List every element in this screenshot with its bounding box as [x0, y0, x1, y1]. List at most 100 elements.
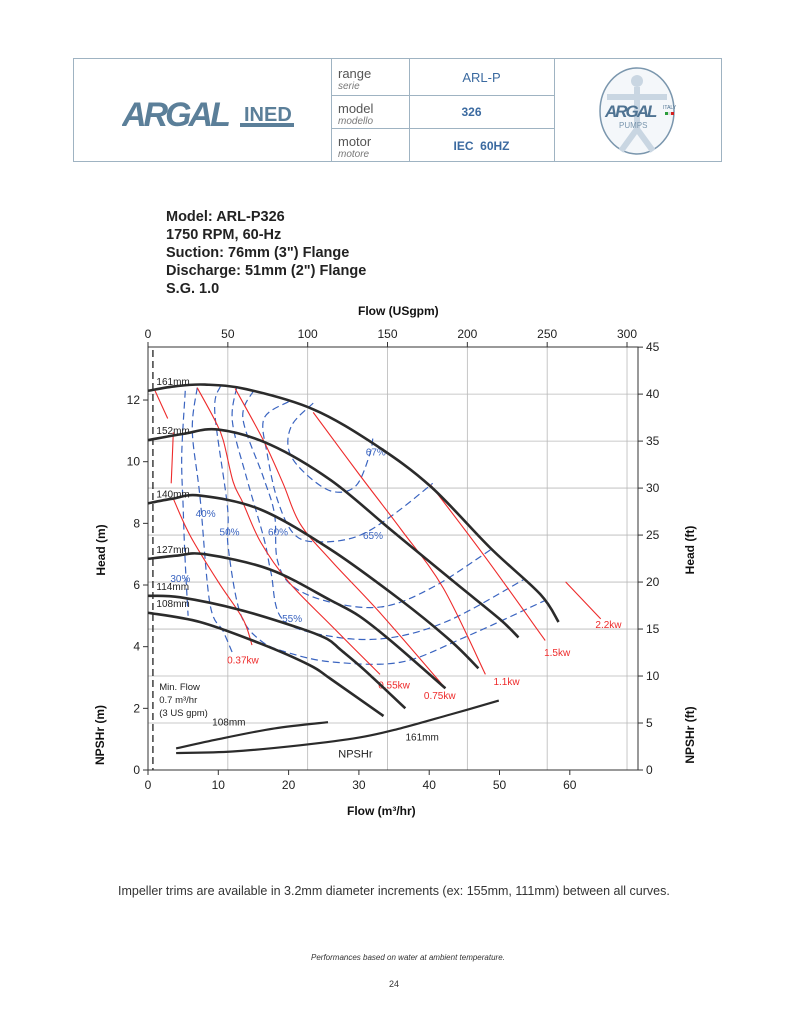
y-tick-label: 8: [133, 516, 140, 530]
y2-tick-label: 0: [646, 763, 653, 777]
efficiency-label: 67%: [366, 448, 386, 459]
x2-tick-label: 100: [298, 327, 318, 341]
x-tick-label: 20: [282, 778, 296, 792]
power-label: 1.5kw: [544, 648, 571, 659]
power-line: [565, 581, 602, 620]
power-label: 0.37kw: [227, 656, 259, 667]
x2-tick-label: 50: [221, 327, 235, 341]
npshr-curve-label: 161mm: [405, 733, 438, 744]
svg-text:ARGAL: ARGAL: [122, 96, 229, 131]
head-curve-108mm: [147, 611, 385, 718]
power-line: [170, 432, 174, 484]
min-flow-text: 0.7 m³/hr: [159, 695, 197, 706]
motor-label-text: motor: [338, 134, 372, 149]
svg-text:ITALY: ITALY: [663, 105, 677, 111]
efficiency-contour-60pct: [242, 390, 494, 609]
range-label-text: range: [338, 66, 372, 81]
impeller-label: 114mm: [156, 582, 189, 593]
range-value: ARL-P: [462, 70, 501, 85]
y2-tick-label: 40: [646, 387, 660, 401]
y-tick-label: 2: [133, 701, 140, 715]
power-label: 2.2kw: [595, 620, 622, 631]
efficiency-contour-30pct: [181, 390, 189, 616]
x2-tick-label: 200: [457, 327, 477, 341]
y-tick-label: 0: [133, 763, 140, 777]
x2-tick-label: 250: [537, 327, 557, 341]
impeller-label: 140mm: [156, 489, 189, 500]
x2-tick-label: 150: [377, 327, 397, 341]
efficiency-contour-50pct: [214, 385, 546, 665]
impeller-label: 127mm: [156, 545, 189, 556]
npshr-curve-161mm: [176, 699, 500, 755]
npshr-label: NPSHr: [338, 749, 373, 761]
head-curve-127mm: [147, 552, 447, 690]
efficiency-label: 50%: [220, 528, 240, 539]
x-tick-label: 60: [563, 778, 577, 792]
y-tick-label: 6: [133, 578, 140, 592]
svg-text:ARGAL: ARGAL: [604, 102, 657, 121]
range-label: range serie: [332, 61, 371, 93]
motor-label-it: motore: [338, 149, 370, 160]
x2-tick-label: 300: [617, 327, 637, 341]
x-tick-label: 50: [493, 778, 507, 792]
title-suction: Suction: 76mm (3") Flange: [166, 245, 350, 261]
chart-title-block: Model: ARL-P326 1750 RPM, 60-Hz Suction:…: [166, 208, 366, 298]
efficiency-contour-65pct: [262, 401, 434, 543]
x2-tick-label: 0: [145, 327, 152, 341]
argal-pumps-logo: ARGAL ITALY PUMPS: [599, 67, 677, 155]
title-sg: S.G. 1.0: [166, 281, 220, 297]
disclaimer: Performances based on water at ambient t…: [311, 953, 505, 962]
y-tick-label: 10: [127, 455, 141, 469]
x-axis-label: Flow (m³/hr): [347, 804, 416, 818]
head-curve-152mm: [147, 427, 520, 639]
y2-tick-label: 20: [646, 575, 660, 589]
efficiency-label: 60%: [268, 528, 288, 539]
argal-ined-logo: ARGAL INED: [121, 95, 297, 134]
y2-tick-label: 5: [646, 716, 653, 730]
y-tick-label: 12: [127, 393, 141, 407]
y-tick-label: 4: [133, 640, 140, 654]
head-curve-140mm: [147, 493, 480, 670]
title-discharge: Discharge: 51mm (2") Flange: [166, 263, 367, 279]
motor-label: motor motore: [332, 129, 371, 161]
npshr-curve-label: 108mm: [212, 717, 245, 728]
efficiency-contour-67pct: [287, 402, 374, 493]
x-tick-label: 0: [145, 778, 152, 792]
y2-tick-label: 15: [646, 622, 660, 636]
efficiency-contour-40pct: [191, 387, 233, 654]
power-line: [154, 390, 169, 419]
title-model: Model: ARL-P326: [166, 209, 285, 225]
impeller-label: 108mm: [156, 599, 189, 610]
y2-tick-label: 25: [646, 528, 660, 542]
range-label-it: serie: [338, 81, 360, 92]
head-curve-161mm: [147, 383, 560, 623]
min-flow-text: Min. Flow: [159, 682, 200, 693]
impeller-label: 161mm: [156, 377, 189, 388]
efficiency-label: 65%: [363, 531, 383, 542]
efficiency-label: 30%: [170, 574, 190, 585]
svg-text:PUMPS: PUMPS: [619, 121, 647, 130]
model-label: model modello: [332, 96, 373, 128]
x-tick-label: 30: [352, 778, 366, 792]
y2-tick-label: 10: [646, 669, 660, 683]
svg-text:INED: INED: [244, 104, 292, 126]
model-label-it: modello: [338, 116, 374, 127]
plot-frame: [147, 346, 639, 771]
power-line: [430, 484, 546, 641]
title-rpm: 1750 RPM, 60-Hz: [166, 227, 282, 243]
y2-tick-label: 30: [646, 481, 660, 495]
power-line: [312, 412, 486, 675]
head-curve-114mm: [147, 594, 407, 710]
x2-axis-label: Flow (USgpm): [358, 304, 439, 318]
y2-tick-label: 45: [646, 340, 660, 354]
page-number: 24: [389, 979, 400, 989]
model-value: 326: [461, 105, 482, 119]
power-line: [172, 498, 253, 646]
power-label: 1.1kw: [493, 677, 520, 688]
x-tick-label: 10: [212, 778, 226, 792]
impeller-trim-note: Impeller trims are available in 3.2mm di…: [118, 884, 670, 898]
x-tick-label: 40: [423, 778, 437, 792]
min-flow-text: (3 US gpm): [159, 708, 208, 719]
